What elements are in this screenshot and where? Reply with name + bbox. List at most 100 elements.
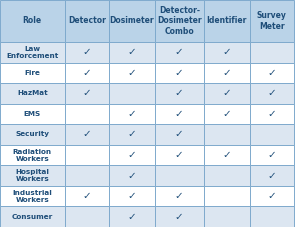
Text: ✓: ✓ — [222, 109, 231, 119]
Bar — [64, 124, 109, 145]
Bar — [204, 104, 250, 124]
Text: ✓: ✓ — [82, 129, 91, 140]
Bar — [64, 145, 109, 165]
Bar — [204, 165, 250, 186]
Bar — [250, 165, 294, 186]
Bar — [109, 165, 154, 186]
Bar — [250, 83, 294, 104]
Bar — [109, 42, 154, 63]
Bar — [204, 63, 250, 83]
Bar — [64, 186, 109, 206]
Bar — [204, 145, 250, 165]
Bar — [154, 124, 204, 145]
Text: ✓: ✓ — [175, 68, 184, 78]
Text: ✓: ✓ — [267, 109, 276, 119]
Bar — [109, 83, 154, 104]
Bar — [109, 206, 154, 227]
Text: ✓: ✓ — [82, 68, 91, 78]
Text: ✓: ✓ — [175, 129, 184, 140]
Bar — [64, 42, 109, 63]
Bar — [64, 83, 109, 104]
Bar — [250, 145, 294, 165]
Bar — [154, 104, 204, 124]
Bar — [204, 83, 250, 104]
Text: Law
Enforcement: Law Enforcement — [6, 46, 59, 59]
Bar — [204, 42, 250, 63]
Text: ✓: ✓ — [222, 150, 231, 160]
Text: Radiation
Workers: Radiation Workers — [13, 148, 52, 162]
Bar — [250, 186, 294, 206]
Bar — [64, 165, 109, 186]
Bar — [250, 104, 294, 124]
Text: Industrial
Workers: Industrial Workers — [12, 190, 52, 203]
Text: ✓: ✓ — [175, 88, 184, 98]
Text: ✓: ✓ — [175, 150, 184, 160]
Bar — [154, 42, 204, 63]
Text: ✓: ✓ — [127, 47, 136, 57]
Bar — [204, 206, 250, 227]
Text: ✓: ✓ — [127, 191, 136, 201]
Bar — [250, 42, 294, 63]
Text: ✓: ✓ — [222, 88, 231, 98]
Text: ✓: ✓ — [82, 88, 91, 98]
Bar — [250, 206, 294, 227]
Bar — [250, 124, 294, 145]
Bar — [250, 63, 294, 83]
Text: ✓: ✓ — [127, 212, 136, 222]
Bar — [0, 206, 64, 227]
Text: ✓: ✓ — [267, 68, 276, 78]
Bar — [154, 63, 204, 83]
Text: ✓: ✓ — [175, 47, 184, 57]
Bar — [109, 63, 154, 83]
Text: HazMat: HazMat — [17, 90, 48, 96]
Text: ✓: ✓ — [127, 109, 136, 119]
Text: Detector-
Dosimeter
Combo: Detector- Dosimeter Combo — [157, 6, 202, 36]
Bar — [154, 83, 204, 104]
Bar — [0, 124, 64, 145]
Text: Fire: Fire — [24, 70, 40, 76]
Text: ✓: ✓ — [267, 191, 276, 201]
Text: Detector: Detector — [68, 17, 106, 25]
Text: ✓: ✓ — [82, 191, 91, 201]
Bar — [154, 165, 204, 186]
Bar — [154, 0, 204, 42]
Text: ✓: ✓ — [267, 150, 276, 160]
Bar — [204, 124, 250, 145]
Bar — [109, 186, 154, 206]
Bar — [109, 145, 154, 165]
Text: ✓: ✓ — [127, 150, 136, 160]
Text: ✓: ✓ — [127, 171, 136, 181]
Bar — [109, 104, 154, 124]
Bar — [250, 0, 294, 42]
Bar — [109, 124, 154, 145]
Text: EMS: EMS — [24, 111, 41, 117]
Bar — [0, 42, 64, 63]
Text: Dosimeter: Dosimeter — [110, 17, 154, 25]
Text: ✓: ✓ — [127, 68, 136, 78]
Bar — [0, 186, 64, 206]
Text: Consumer: Consumer — [12, 214, 53, 220]
Bar — [64, 104, 109, 124]
Text: Identifier: Identifier — [207, 17, 247, 25]
Bar — [0, 145, 64, 165]
Text: ✓: ✓ — [82, 47, 91, 57]
Text: ✓: ✓ — [222, 68, 231, 78]
Bar — [0, 63, 64, 83]
Text: ✓: ✓ — [267, 171, 276, 181]
Text: ✓: ✓ — [127, 129, 136, 140]
Text: Role: Role — [23, 17, 42, 25]
Bar — [64, 63, 109, 83]
Bar — [0, 83, 64, 104]
Bar — [0, 165, 64, 186]
Text: Security: Security — [15, 131, 49, 138]
Bar — [204, 0, 250, 42]
Bar — [109, 0, 154, 42]
Text: Survey
Meter: Survey Meter — [257, 11, 287, 31]
Bar — [0, 104, 64, 124]
Text: ✓: ✓ — [222, 47, 231, 57]
Bar — [64, 0, 109, 42]
Text: ✓: ✓ — [175, 109, 184, 119]
Bar — [64, 206, 109, 227]
Bar — [154, 145, 204, 165]
Text: ✓: ✓ — [267, 88, 276, 98]
